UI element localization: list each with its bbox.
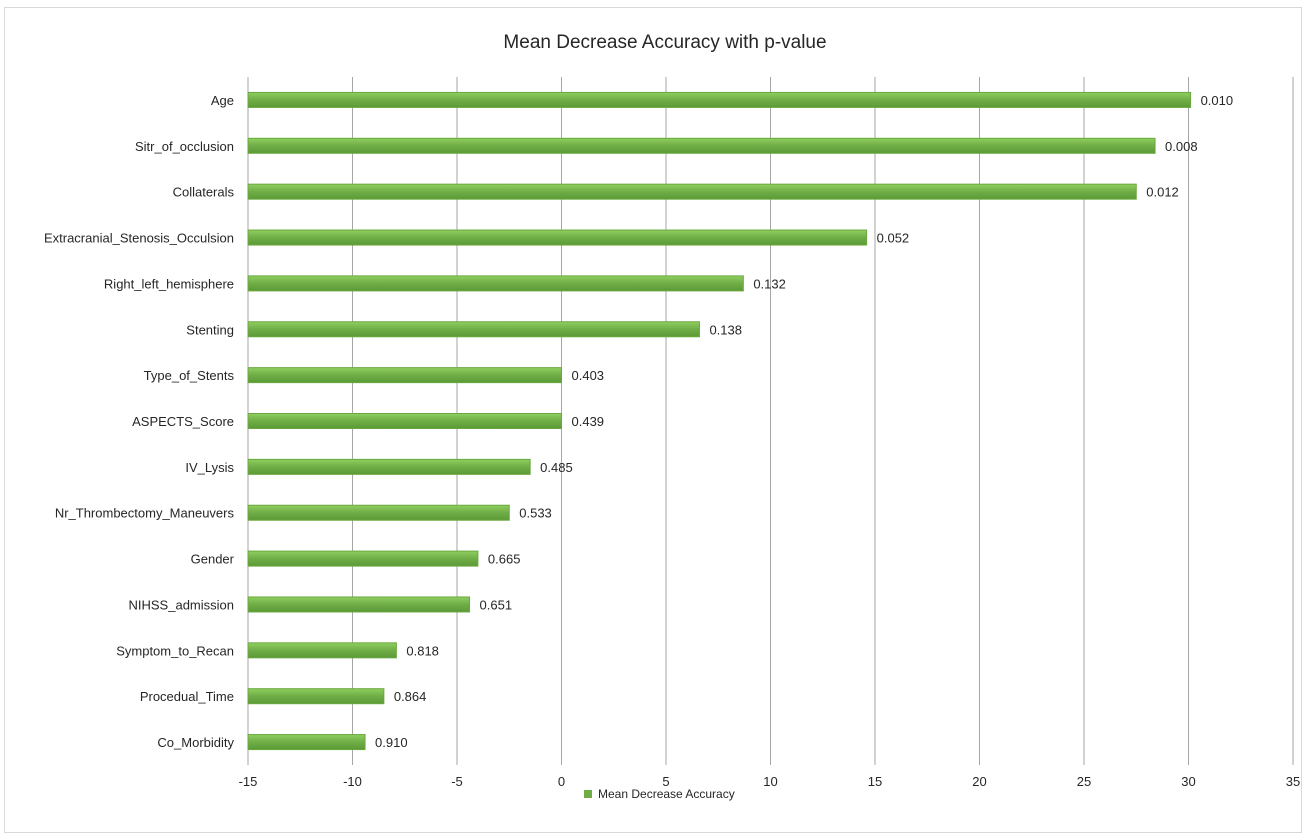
data-label: 0.052 [877, 231, 910, 246]
bar [247, 321, 700, 338]
data-label: 0.864 [394, 689, 427, 704]
bar [247, 458, 531, 475]
data-label: 0.665 [488, 552, 521, 567]
category-label: Type_of_Stents [144, 368, 235, 383]
x-tick-label: 20 [972, 774, 986, 789]
x-tick-label: 5 [662, 774, 669, 789]
category-label: IV_Lysis [185, 460, 234, 475]
bar [247, 367, 562, 384]
category-label: Stenting [186, 322, 234, 337]
category-label: Right_left_hemisphere [104, 276, 234, 291]
x-tick-label: 15 [868, 774, 882, 789]
legend-label: Mean Decrease Accuracy [598, 787, 735, 801]
category-label: Extracranial_Stenosis_Occulsion [44, 231, 234, 246]
x-tick-label: -15 [239, 774, 258, 789]
bars [247, 91, 1192, 751]
category-label: Sitr_of_occlusion [135, 139, 234, 154]
x-tick-labels: -15 -10 -5 0 5 10 15 20 25 30 35 [239, 774, 1301, 789]
category-label: Symptom_to_Recan [116, 643, 234, 658]
x-tick-label: -5 [451, 774, 463, 789]
bar [247, 413, 562, 429]
x-tick-label: 10 [763, 774, 777, 789]
bar [247, 734, 366, 751]
data-label: 0.818 [406, 643, 439, 658]
category-label: ASPECTS_Score [132, 414, 234, 429]
data-labels: 0.010 0.008 0.012 0.052 0.132 0.138 0.403 0.439… [375, 93, 1233, 750]
bar [247, 596, 471, 613]
category-label: Nr_Thrombectomy_Maneuvers [55, 506, 235, 521]
data-label: 0.138 [709, 322, 742, 337]
data-label: 0.403 [572, 368, 605, 383]
bar [247, 688, 385, 705]
data-label: 0.533 [519, 506, 552, 521]
data-label: 0.010 [1201, 93, 1234, 108]
category-label: Age [211, 93, 234, 108]
bar [247, 183, 1137, 200]
category-labels: Age Sitr_of_occlusion Collaterals Extracran… [44, 93, 235, 750]
bar [247, 275, 744, 292]
bar [247, 229, 868, 246]
data-label: 0.008 [1165, 139, 1198, 154]
data-label: 0.012 [1146, 185, 1179, 200]
x-tick-label: 0 [558, 774, 565, 789]
chart-title: Mean Decrease Accuracy with p-value [503, 32, 826, 53]
data-label: 0.439 [572, 414, 605, 429]
x-tick-label: 35 [1286, 774, 1300, 789]
data-label: 0.485 [540, 460, 573, 475]
x-tick-label: 30 [1181, 774, 1195, 789]
category-label: Procedual_Time [140, 689, 234, 704]
data-label: 0.910 [375, 735, 408, 750]
bar [247, 642, 397, 659]
bar [247, 504, 510, 521]
bar [247, 550, 479, 567]
x-tick-label: -10 [343, 774, 362, 789]
bar [247, 91, 1192, 108]
x-tick-label: 25 [1077, 774, 1091, 789]
legend: Mean Decrease Accuracy [584, 787, 735, 801]
bar [247, 137, 1156, 154]
data-label: 0.132 [753, 276, 786, 291]
data-label: 0.651 [480, 597, 513, 612]
category-label: Collaterals [173, 185, 235, 200]
category-label: NIHSS_admission [129, 597, 235, 612]
category-label: Gender [191, 552, 235, 567]
legend-swatch [584, 790, 592, 798]
category-label: Co_Morbidity [157, 735, 234, 750]
